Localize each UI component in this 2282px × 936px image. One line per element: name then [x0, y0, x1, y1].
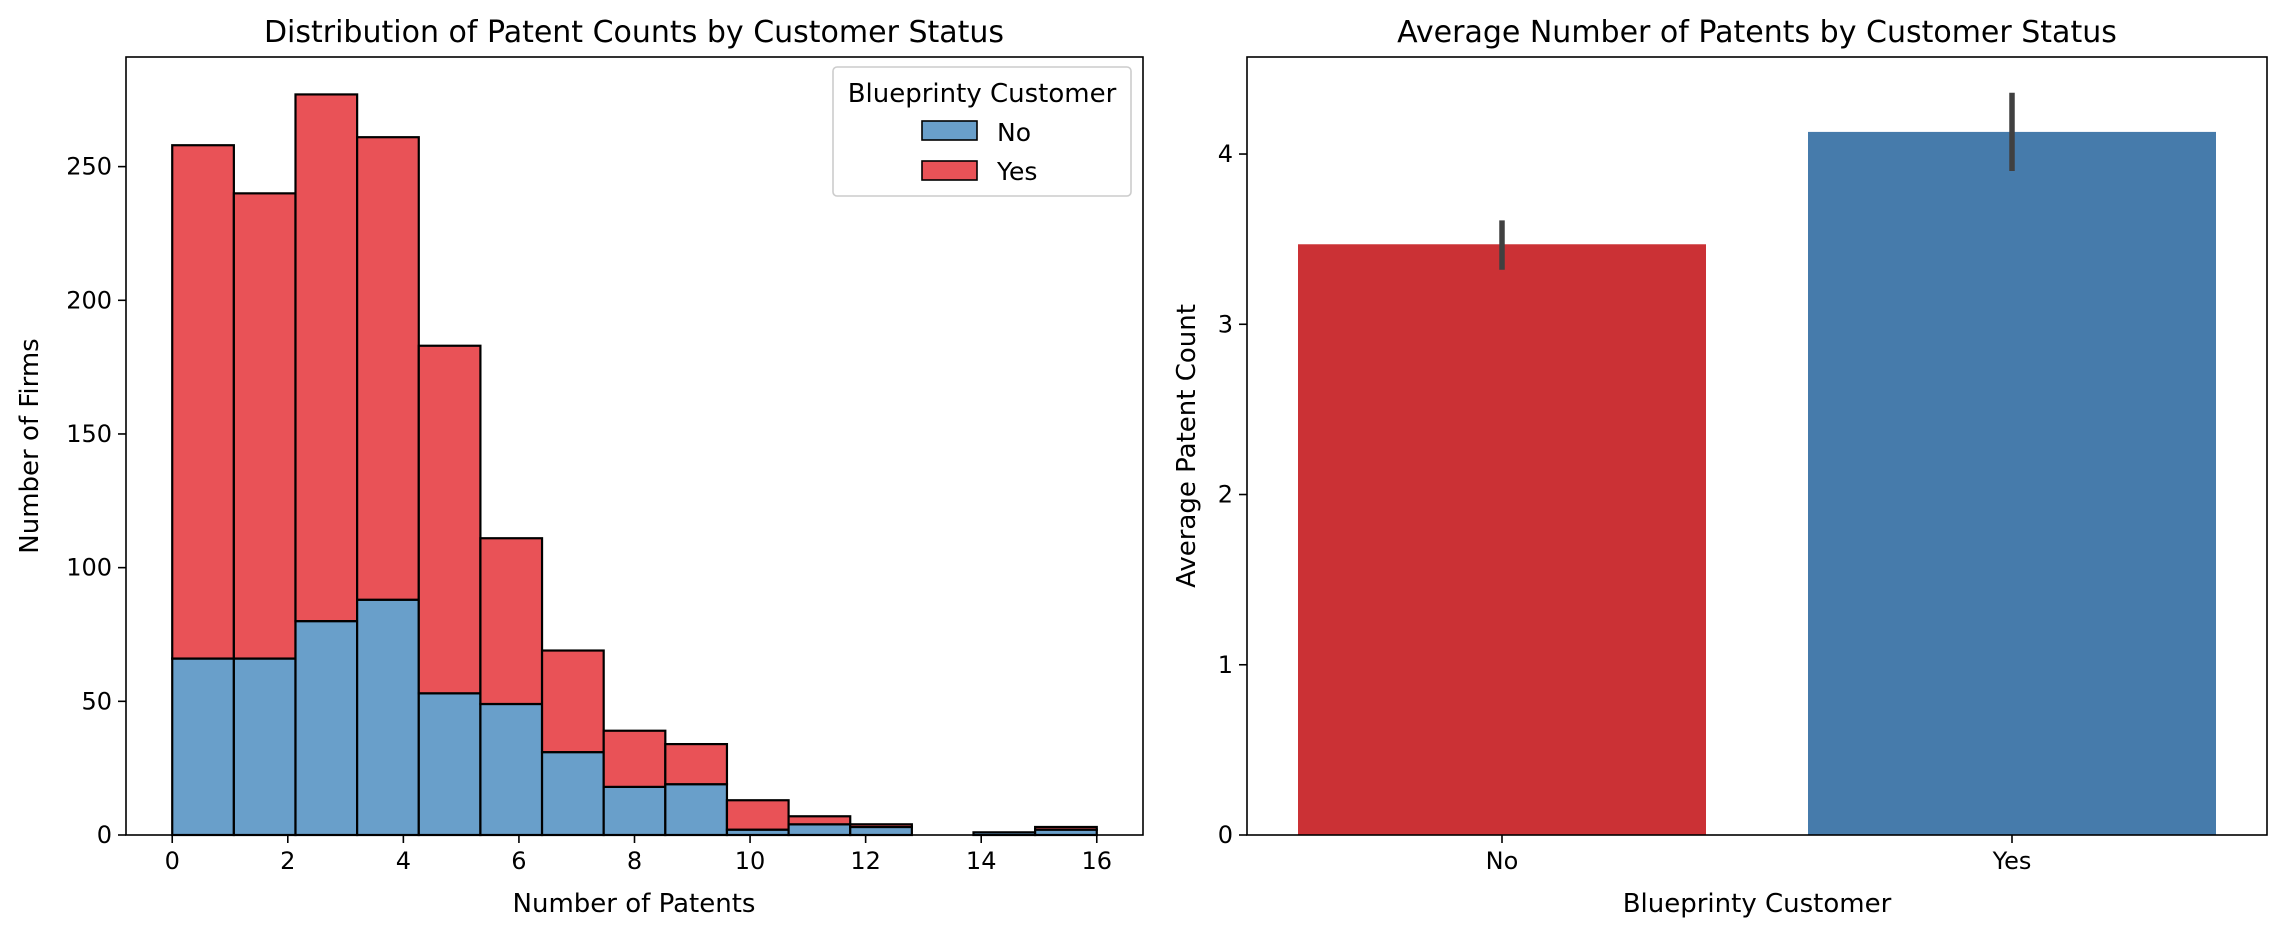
bar-chart-y-tick-label: 2 [1218, 481, 1233, 509]
histogram-bar-no-bin-8 [664, 783, 729, 837]
histogram-bar-yes-bin-1 [232, 192, 297, 660]
histogram-x-label: Number of Patents [513, 889, 756, 919]
histogram-x-tick-label: 6 [511, 847, 526, 875]
histogram-y-tick-label: 100 [66, 554, 112, 582]
bar-chart-axes-frame [1246, 56, 2268, 836]
histogram-bar-yes-bin-6 [540, 649, 605, 754]
bar-chart-y-tick-label: 4 [1218, 140, 1233, 168]
bar-chart-title: Average Number of Patents by Customer St… [1397, 15, 2117, 50]
histogram-x-ticks: 0 2 4 6 8 10 12 14 16 [165, 835, 1112, 875]
histogram-bar-yes-bin-11 [849, 823, 913, 829]
histogram-x-tick-label: 14 [966, 847, 997, 875]
histogram-y-tick-label: 0 [97, 821, 112, 849]
bar-chart-x-tick-label: Yes [1992, 847, 2032, 875]
histogram-y-tick-label: 200 [66, 286, 112, 314]
average-bar-chart: Average Number of Patents by Customer St… [1172, 15, 2268, 919]
bar-chart-y-tick-label: 3 [1218, 310, 1233, 338]
average-bars [1298, 92, 2216, 836]
histogram-chart: Distribution of Patent Counts by Custome… [15, 15, 1144, 919]
histogram-bar-no-bin-11 [849, 825, 913, 837]
histogram-x-tick-label: 16 [1081, 847, 1112, 875]
legend-title: Blueprinty Customer [848, 79, 1117, 109]
legend-label-yes: Yes [996, 157, 1037, 186]
legend-label-no: No [997, 118, 1031, 147]
histogram-bar-yes-bin-0 [171, 144, 235, 660]
histogram-x-tick-label: 12 [850, 847, 881, 875]
bar-chart-y-label: Average Patent Count [1172, 304, 1202, 588]
histogram-bar-no-bin-3 [356, 598, 420, 837]
histogram-x-tick-label: 4 [396, 847, 411, 875]
histogram-bar-no-bin-7 [602, 785, 667, 837]
average-bar-yes [1808, 131, 2216, 836]
bar-chart-y-tick-label: 0 [1218, 821, 1233, 849]
average-bar-no [1298, 244, 1706, 835]
histogram-title: Distribution of Patent Counts by Custome… [264, 15, 1004, 50]
histogram-bar-no-bin-0 [171, 657, 235, 837]
histogram-bar-yes-bin-9 [725, 799, 790, 831]
histogram-bar-yes-bin-3 [356, 136, 420, 601]
histogram-bar-yes-bin-4 [417, 344, 482, 695]
histogram-bar-no-bin-5 [479, 702, 544, 837]
histogram-x-tick-label: 0 [165, 847, 180, 875]
histogram-bar-no-bin-1 [232, 657, 297, 837]
histogram-bar-yes-bin-14 [1034, 825, 1098, 831]
histogram-bar-no-bin-10 [787, 823, 852, 837]
bar-chart-x-label: Blueprinty Customer [1623, 889, 1892, 919]
legend-swatch-no [921, 120, 978, 141]
histogram-bar-no-bin-4 [417, 692, 482, 837]
histogram-legend: Blueprinty Customer No Yes [832, 66, 1132, 197]
histogram-bar-yes-bin-10 [787, 815, 852, 826]
histogram-bar-yes-bin-8 [664, 742, 729, 786]
histogram-bar-yes-bin-5 [479, 537, 544, 706]
bar-chart-y-tick-label: 1 [1218, 651, 1233, 679]
histogram-bar-yes-bin-7 [602, 729, 667, 788]
histogram-y-label: Number of Firms [15, 338, 45, 553]
histogram-x-tick-label: 8 [627, 847, 642, 875]
legend-frame [832, 66, 1132, 197]
histogram-y-tick-label: 50 [81, 687, 112, 715]
histogram-bars [171, 93, 1098, 837]
bar-chart-y-ticks: 0 1 2 3 4 [1218, 140, 1247, 849]
histogram-bar-yes-bin-2 [294, 93, 359, 623]
histogram-y-tick-label: 250 [66, 153, 112, 181]
legend-swatch-yes [921, 160, 978, 181]
bar-chart-x-tick-label: No [1486, 847, 1519, 875]
histogram-x-tick-label: 10 [735, 847, 766, 875]
histogram-y-tick-label: 150 [66, 420, 112, 448]
bar-chart-x-ticks: No Yes [1486, 835, 2032, 875]
histogram-y-ticks: 0 50 100 150 200 250 [66, 153, 126, 849]
histogram-bar-no-bin-6 [540, 751, 605, 837]
histogram-x-tick-label: 2 [280, 847, 295, 875]
histogram-bar-no-bin-2 [294, 620, 359, 837]
